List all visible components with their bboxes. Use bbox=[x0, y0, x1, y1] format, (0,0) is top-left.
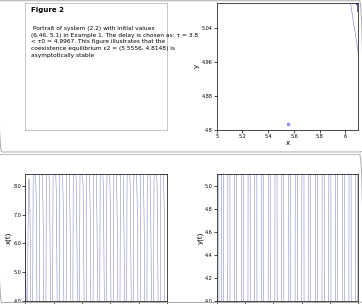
Y-axis label: x(t): x(t) bbox=[5, 231, 12, 244]
Y-axis label: y: y bbox=[194, 64, 200, 68]
Text: Portrait of system (2.2) with initial values
(6.46, 5.1) in Example 1. The delay: Portrait of system (2.2) with initial va… bbox=[31, 26, 198, 58]
Text: Figure 2: Figure 2 bbox=[31, 7, 64, 13]
Y-axis label: y(t): y(t) bbox=[197, 231, 203, 244]
X-axis label: x: x bbox=[286, 140, 290, 146]
